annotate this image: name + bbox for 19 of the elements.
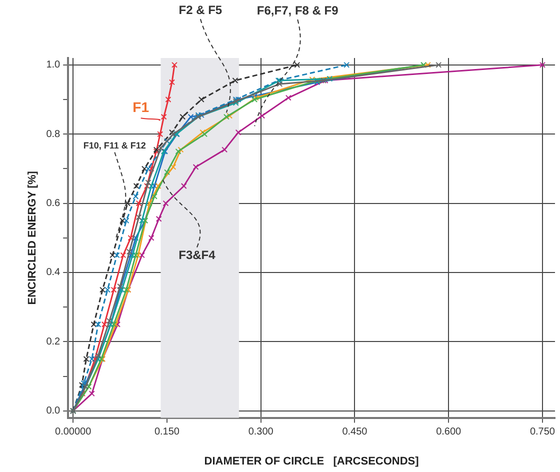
x-tick-label: 0.450	[342, 426, 368, 438]
annotation: F6,F7, F8 & F9	[256, 3, 339, 18]
x-axis-title: DIAMETER OF CIRCLE [ARCSECONDS]	[204, 455, 420, 468]
y-tick-label: 0.0	[46, 406, 61, 417]
x-tick-label: 0.150	[154, 426, 180, 438]
x-tick-label: 0.300	[248, 426, 274, 438]
y-tick-label: 0.8	[46, 128, 61, 140]
x-tick-label: 0.00000	[55, 426, 92, 438]
x-tick-label: 0.600	[436, 426, 462, 438]
y-tick-label: 1.0	[46, 60, 61, 71]
x-tick-label: 0.750	[530, 426, 556, 438]
y-tick-label: 0.2	[46, 336, 61, 348]
annotation: F2 & F5	[178, 2, 222, 17]
y-tick-label: 0.4	[46, 267, 61, 278]
annotation: F10, F11 & F12	[83, 140, 146, 150]
annotation: F1	[132, 99, 150, 116]
y-tick-label: 0.6	[46, 198, 61, 210]
annotation: F3&F4	[178, 248, 216, 262]
y-axis-title: ENCIRCLED ENERGY [%]	[26, 170, 39, 305]
